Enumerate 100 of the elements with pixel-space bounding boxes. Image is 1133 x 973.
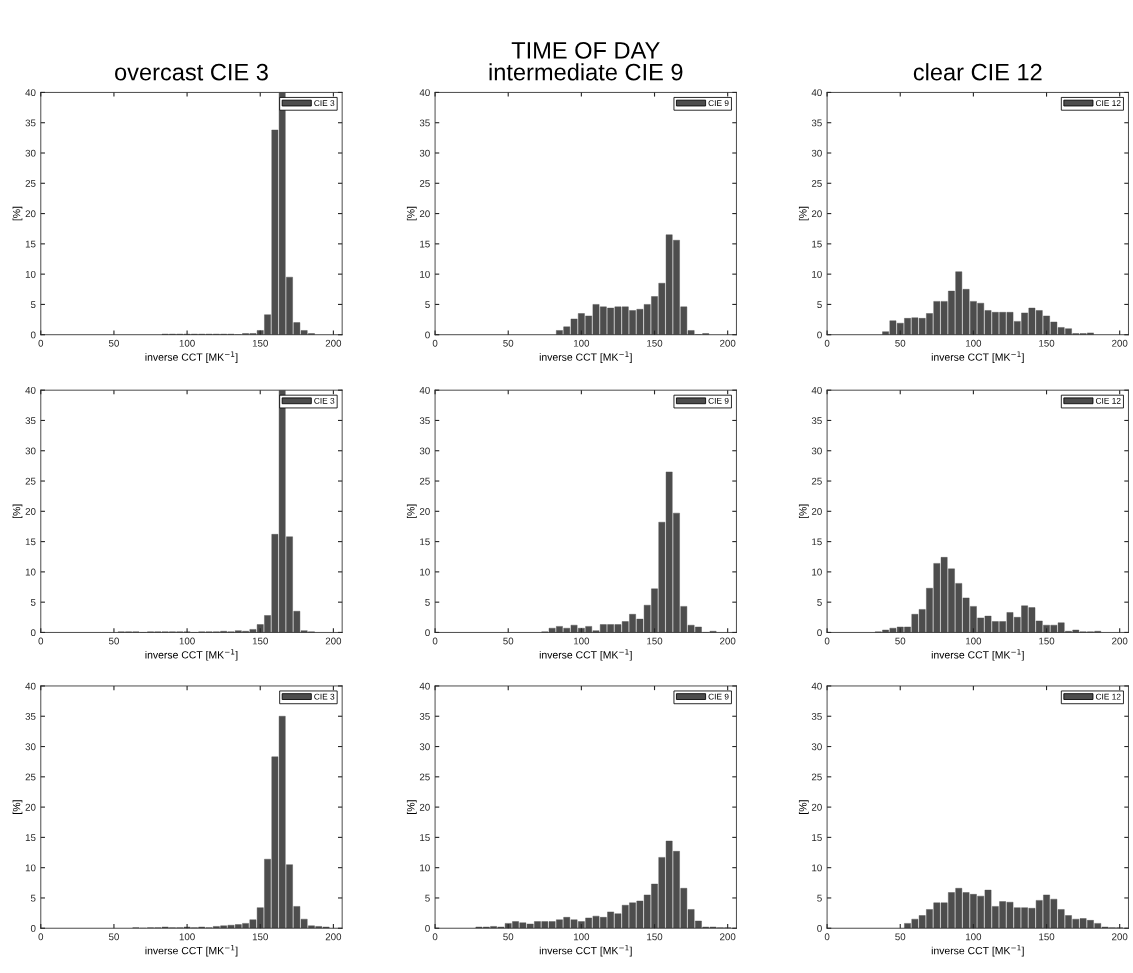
x-tick-label: 50 <box>108 637 119 645</box>
y-tick-label: 35 <box>811 712 822 720</box>
x-axis-title: inverse CCT [MK$^{−1}$] <box>539 351 632 363</box>
x-tick-label: 200 <box>720 339 736 347</box>
x-tick-label: 150 <box>252 637 268 645</box>
y-tick-label: 40 <box>811 89 822 97</box>
y-tick-label: 30 <box>811 743 822 751</box>
y-tick-label: 25 <box>419 477 430 485</box>
y-axis-title: [%] <box>406 800 417 814</box>
y-tick-label: 35 <box>811 417 822 425</box>
y-tick-label: 30 <box>25 743 36 751</box>
y-tick-label: 15 <box>812 538 822 546</box>
x-tick-label: 0 <box>38 637 44 645</box>
y-tick-label: 15 <box>420 240 430 248</box>
y-axis-title: [%] <box>798 504 809 519</box>
y-tick-label: 25 <box>25 773 36 781</box>
y-axis-title: [%] <box>798 206 809 221</box>
y-tick-label: 5 <box>425 894 430 902</box>
y-tick-label: 35 <box>419 712 430 720</box>
y-tick-label: 30 <box>419 447 430 455</box>
y-tick-label: 0 <box>30 924 36 932</box>
legend-label: CIE 9 <box>708 100 729 107</box>
x-axis-title: inverse CCT [MK$^{−1}$] <box>931 649 1024 661</box>
y-tick-label: 35 <box>419 119 430 127</box>
x-tick-label: 100 <box>966 637 982 645</box>
x-tick-label: 0 <box>824 637 830 645</box>
y-tick-label: 25 <box>25 180 36 187</box>
y-axis-title: [%] <box>12 206 23 221</box>
y-tick-label: 30 <box>25 149 36 157</box>
x-axis-title: inverse CCT [MK$^{−1}$] <box>931 944 1024 957</box>
x-tick-label: 100 <box>574 637 590 645</box>
y-tick-label: 15 <box>420 834 430 842</box>
y-tick-label: 0 <box>30 629 36 637</box>
y-tick-label: 10 <box>812 864 822 872</box>
x-tick-label: 50 <box>108 339 119 347</box>
x-tick-label: 0 <box>38 339 44 347</box>
y-tick-label: 25 <box>25 477 36 485</box>
y-tick-label: 40 <box>25 682 36 690</box>
x-tick-label: 100 <box>966 339 982 347</box>
x-axis-title: inverse CCT [MK$^{−1}$] <box>931 351 1024 363</box>
y-tick-label: 20 <box>811 508 822 515</box>
y-axis-title: [%] <box>12 800 23 814</box>
legend-label: CIE 12 <box>1095 397 1121 404</box>
x-tick-label: 150 <box>252 933 268 941</box>
y-tick-label: 20 <box>419 210 430 218</box>
x-tick-label: 150 <box>647 339 663 347</box>
y-tick-label: 30 <box>25 447 36 455</box>
y-tick-label: 10 <box>420 568 430 576</box>
y-tick-label: 20 <box>25 803 36 811</box>
x-tick-label: 150 <box>647 933 663 941</box>
y-tick-label: 5 <box>30 894 36 902</box>
y-tick-label: 15 <box>25 834 36 842</box>
y-tick-label: 40 <box>419 89 430 97</box>
x-tick-label: 150 <box>647 637 663 645</box>
y-tick-label: 30 <box>419 743 430 751</box>
y-tick-label: 10 <box>812 568 822 576</box>
y-tick-label: 35 <box>811 119 822 127</box>
y-tick-label: 5 <box>30 599 36 606</box>
y-tick-label: 25 <box>811 477 822 485</box>
y-tick-label: 40 <box>811 682 822 690</box>
y-tick-label: 20 <box>25 210 36 218</box>
x-tick-label: 0 <box>432 637 438 645</box>
y-tick-label: 25 <box>419 180 430 187</box>
x-tick-label: 200 <box>720 637 736 645</box>
x-tick-label: 50 <box>895 339 906 347</box>
x-tick-label: 200 <box>325 933 342 941</box>
x-tick-label: 150 <box>252 339 268 347</box>
x-tick-label: 150 <box>1039 637 1055 645</box>
x-axis-title: inverse CCT [MK$^{−1}$] <box>539 944 632 957</box>
y-tick-label: 5 <box>425 301 430 309</box>
y-tick-label: 20 <box>811 803 822 811</box>
y-tick-label: 10 <box>812 270 822 278</box>
x-tick-label: 0 <box>824 339 830 347</box>
x-tick-label: 50 <box>503 933 514 941</box>
y-tick-label: 15 <box>812 240 822 248</box>
legend-label: CIE 12 <box>1095 693 1121 700</box>
y-tick-label: 20 <box>419 508 430 515</box>
y-tick-label: 20 <box>811 210 822 218</box>
y-tick-label: 15 <box>25 538 36 546</box>
chart-title: clear CIE 12 <box>913 63 1042 81</box>
x-tick-label: 200 <box>325 339 342 347</box>
y-tick-label: 5 <box>817 301 822 309</box>
x-tick-label: 100 <box>574 339 590 347</box>
y-tick-label: 0 <box>425 629 430 637</box>
x-tick-label: 50 <box>503 339 514 347</box>
y-tick-label: 5 <box>817 894 822 902</box>
y-axis-title: [%] <box>12 504 23 519</box>
chart-title: TIME OF DAY <box>511 41 660 59</box>
y-tick-label: 15 <box>812 834 822 842</box>
x-tick-label: 100 <box>179 637 195 645</box>
legend-label: CIE 9 <box>708 397 729 404</box>
y-tick-label: 5 <box>30 301 36 309</box>
x-tick-label: 0 <box>432 933 438 941</box>
y-tick-label: 20 <box>25 508 36 515</box>
x-tick-label: 0 <box>824 933 830 941</box>
legend-label: CIE 9 <box>708 693 729 700</box>
x-axis-title: inverse CCT [MK$^{−1}$] <box>145 351 238 363</box>
y-tick-label: 15 <box>25 240 36 248</box>
x-tick-label: 0 <box>38 933 44 941</box>
x-tick-label: 100 <box>179 339 195 347</box>
